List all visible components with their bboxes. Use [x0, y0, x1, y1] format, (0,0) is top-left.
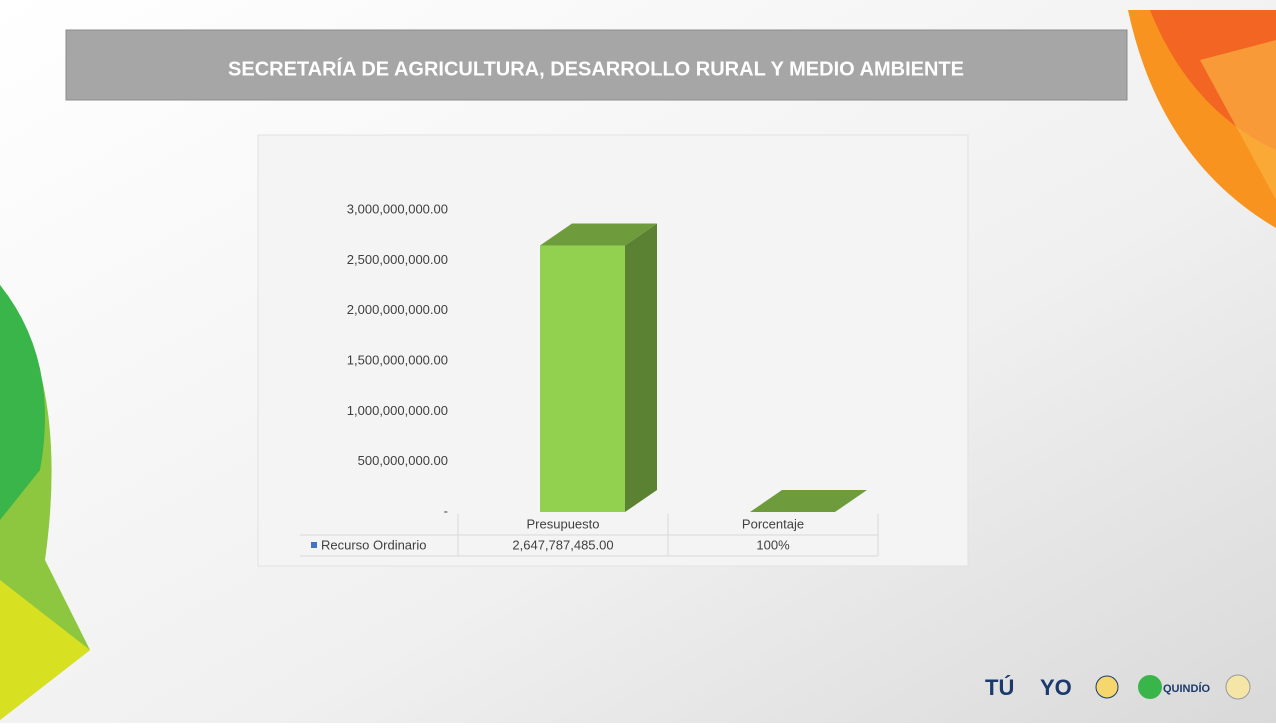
- bar-side: [625, 223, 657, 512]
- page: SECRETARÍA DE AGRICULTURA, DESARROLLO RU…: [0, 0, 1276, 723]
- x-tick-label: Porcentaje: [742, 516, 804, 531]
- logo-text: YO: [1040, 675, 1072, 700]
- logo-text: QUINDÍO: [1163, 682, 1211, 695]
- logo-emblem: [1096, 676, 1118, 698]
- data-label: 100%: [756, 537, 790, 552]
- y-tick-label: -: [444, 503, 448, 518]
- y-tick-label: 1,500,000,000.00: [347, 352, 448, 367]
- logo-text: TÚ: [985, 675, 1014, 700]
- legend-marker: [311, 542, 317, 548]
- x-tick-label: Presupuesto: [527, 516, 600, 531]
- legend-label: Recurso Ordinario: [321, 537, 427, 552]
- y-tick-label: 3,000,000,000.00: [347, 201, 448, 216]
- y-tick-label: 2,000,000,000.00: [347, 302, 448, 317]
- slide-title: SECRETARÍA DE AGRICULTURA, DESARROLLO RU…: [228, 57, 964, 80]
- bar: [540, 245, 625, 512]
- y-tick-label: 2,500,000,000.00: [347, 252, 448, 267]
- y-tick-label: 500,000,000.00: [358, 453, 448, 468]
- logo-emblem: [1138, 675, 1162, 699]
- logo-emblem: [1226, 675, 1250, 699]
- data-label: 2,647,787,485.00: [512, 537, 613, 552]
- slide: SECRETARÍA DE AGRICULTURA, DESARROLLO RU…: [0, 0, 1276, 723]
- y-tick-label: 1,000,000,000.00: [347, 403, 448, 418]
